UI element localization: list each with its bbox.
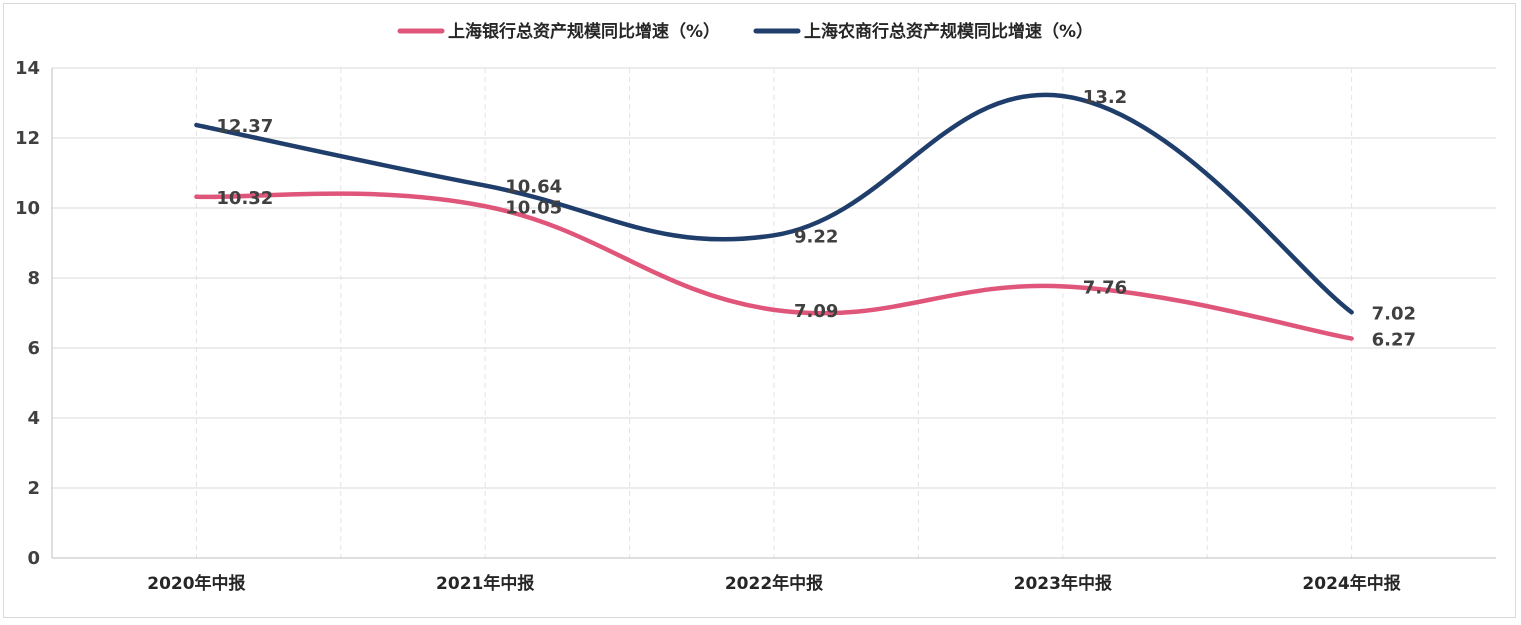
axes: 0 2 4 6 8 10 12 14 2020年中报 2021年中报 2022年中报 2023年中报 2… [15,58,1496,594]
y-tick-label: 12 [15,128,40,149]
y-tick-label: 0 [27,548,40,569]
legend-label-2: 上海农商行总资产规模同比增速（%） [804,21,1093,42]
x-tick-label: 2021年中报 [436,573,534,594]
x-tick-label: 2022年中报 [725,573,823,594]
data-label: 13.2 [1083,87,1127,108]
data-label: 10.05 [505,197,562,218]
legend-label-1: 上海银行总资产规模同比增速（%） [448,21,720,42]
data-label: 9.22 [794,226,838,247]
series-lines [194,92,1354,341]
chart-frame [3,3,1516,618]
x-tick-label: 2023年中报 [1014,573,1112,594]
y-tick-label: 2 [27,478,40,499]
data-label: 10.32 [216,188,273,209]
y-tick-label: 14 [15,58,40,79]
y-tick-label: 6 [27,338,40,359]
legend: 上海银行总资产规模同比增速（%） 上海农商行总资产规模同比增速（%） [397,21,1093,42]
series-line-1 [194,191,1354,341]
y-tick-label: 8 [27,268,40,289]
series-line-2 [194,92,1354,315]
x-tick-label: 2020年中报 [147,573,245,594]
grid [52,67,1496,558]
data-label: 12.37 [216,116,273,137]
x-tick-label: 2024年中报 [1302,573,1400,594]
data-label: 7.76 [1083,277,1127,298]
data-label: 6.27 [1372,330,1416,351]
data-labels: 10.32 10.05 7.09 7.76 6.27 12.37 10.64 9.22 13.2… [216,87,1416,351]
data-label: 7.02 [1372,303,1416,324]
data-label: 7.09 [794,301,838,322]
y-tick-label: 4 [27,408,40,429]
data-label: 10.64 [505,177,562,198]
y-tick-label: 10 [15,198,40,219]
